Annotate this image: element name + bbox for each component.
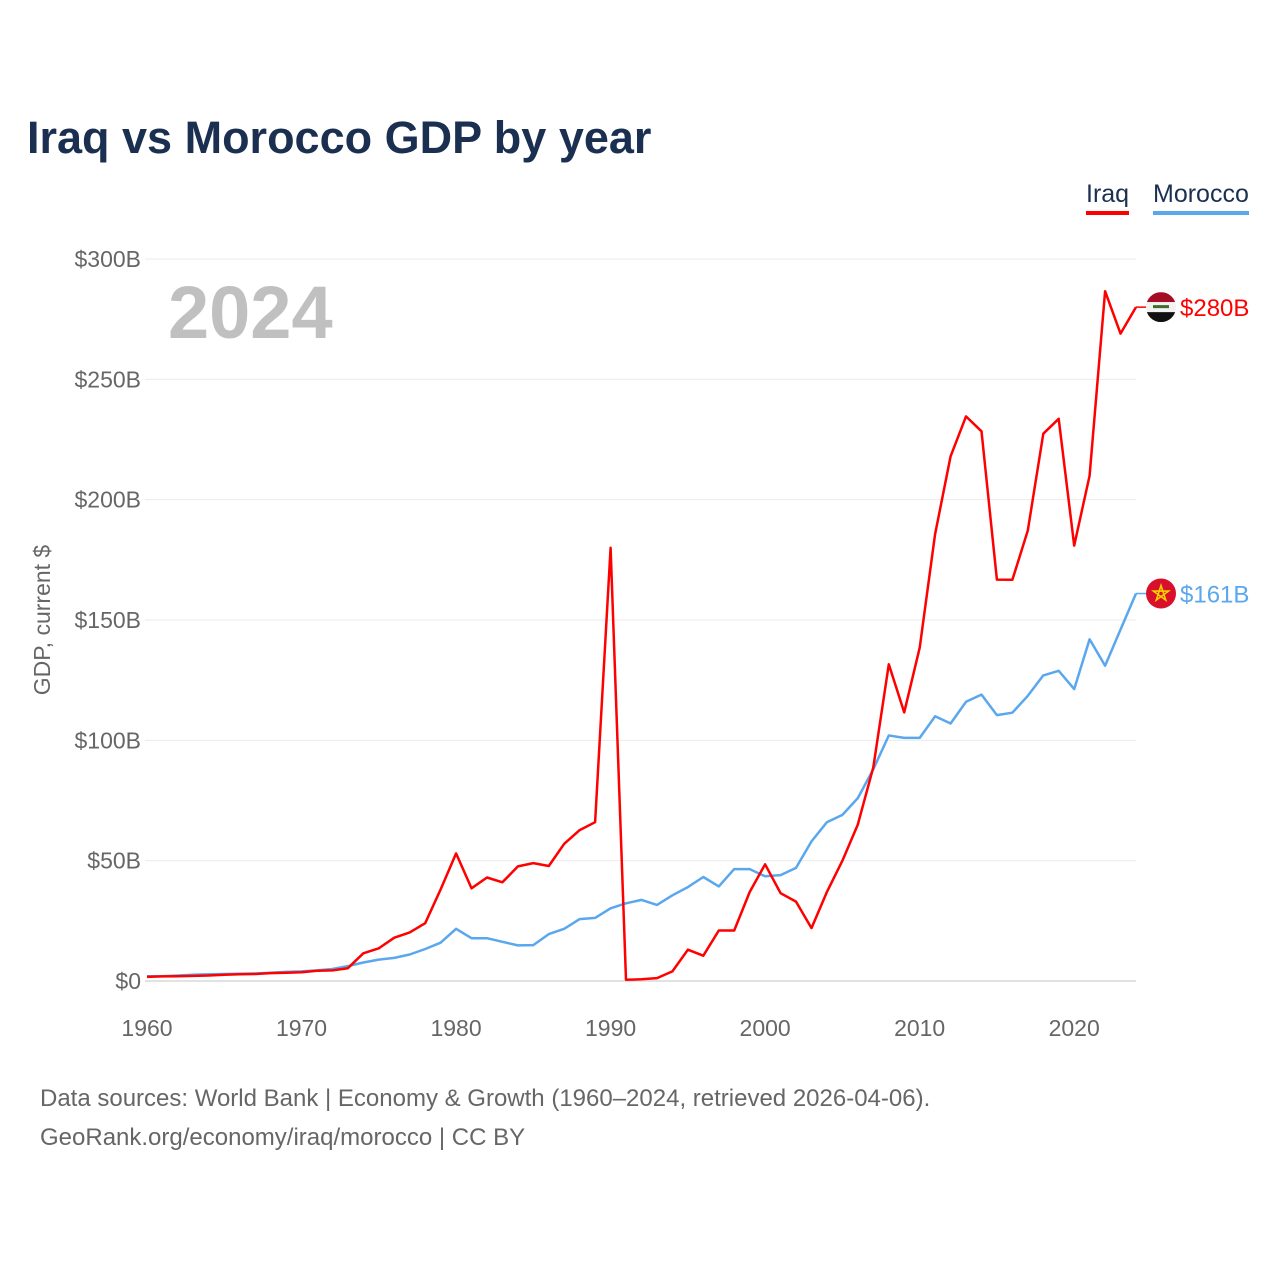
flag-stripe-red [1146, 292, 1176, 303]
y-tick-label: $100B [74, 727, 141, 753]
y-tick-label: $0 [115, 968, 141, 994]
footer-credit[interactable]: GeoRank.org/economy/iraq/morocco | CC BY [40, 1124, 526, 1151]
morocco-flag-icon [1146, 578, 1176, 609]
series-line-iraq [146, 289, 1138, 982]
x-tick-label: 1980 [430, 1015, 481, 1041]
chart-title: Iraq vs Morocco GDP by year [27, 112, 652, 163]
end-value-label: $280B [1180, 295, 1249, 322]
flag-script [1153, 305, 1169, 309]
iraq-flag-icon [1146, 292, 1176, 323]
x-tick-label: 2000 [740, 1015, 791, 1041]
legend-item-morocco[interactable]: Morocco [1153, 180, 1249, 215]
y-axis-label: GDP, current $ [29, 545, 55, 696]
star-icon [1150, 582, 1172, 603]
end-value-label: $161B [1180, 582, 1249, 609]
series-line-morocco [147, 593, 1138, 978]
x-tick-label: 1990 [585, 1015, 636, 1041]
y-tick-label: $300B [74, 246, 141, 272]
x-tick-label: 2010 [894, 1015, 945, 1041]
footer-sources: Data sources: World Bank | Economy & Gro… [40, 1085, 931, 1112]
y-tick-label: $50B [87, 848, 141, 874]
flag-stripe-black [1146, 312, 1176, 323]
legend-item-iraq[interactable]: Iraq [1086, 180, 1130, 215]
x-tick-label: 1960 [121, 1015, 172, 1041]
x-tick-label: 1970 [276, 1015, 327, 1041]
y-tick-label: $200B [74, 487, 141, 513]
y-tick-label: $150B [74, 607, 141, 633]
y-tick-label: $250B [74, 366, 141, 392]
x-tick-label: 2020 [1049, 1015, 1100, 1041]
year-label: 2024 [168, 271, 333, 354]
